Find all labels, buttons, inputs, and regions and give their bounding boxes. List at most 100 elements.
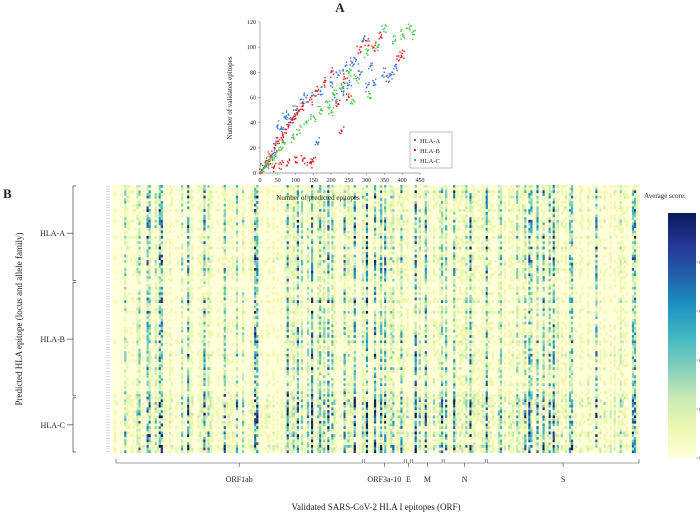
heatmap-cell bbox=[254, 198, 257, 202]
heatmap-cell bbox=[406, 278, 409, 282]
heatmap-cell bbox=[516, 246, 519, 250]
heatmap-cell bbox=[570, 268, 574, 271]
heatmap-cell bbox=[633, 286, 637, 290]
heatmap-cell bbox=[333, 198, 336, 202]
heatmap-cell bbox=[432, 235, 436, 239]
heatmap-cell bbox=[286, 235, 289, 239]
heatmap-cell bbox=[595, 260, 598, 263]
heatmap-cell bbox=[365, 203, 369, 207]
heatmap-cell bbox=[455, 235, 458, 239]
heatmap-cell bbox=[148, 238, 151, 242]
heatmap-cell bbox=[499, 276, 503, 279]
heatmap-cell bbox=[156, 195, 159, 199]
heatmap-cell bbox=[378, 257, 381, 261]
heatmap-cell bbox=[252, 222, 255, 226]
heatmap-cell bbox=[402, 206, 405, 210]
heatmap-cell bbox=[126, 260, 129, 263]
heatmap-cell bbox=[130, 219, 133, 223]
heatmap-cell bbox=[371, 276, 375, 279]
heatmap-cell bbox=[579, 222, 582, 226]
heatmap-cell bbox=[114, 209, 117, 212]
heatmap-cell bbox=[392, 201, 395, 204]
data-point bbox=[282, 146, 284, 149]
heatmap-cell bbox=[225, 297, 228, 301]
data-point bbox=[291, 122, 294, 124]
heatmap-cell bbox=[256, 230, 259, 234]
heatmap-cell bbox=[619, 195, 622, 199]
heatmap-cell bbox=[503, 225, 507, 228]
heatmap-cell bbox=[126, 300, 129, 304]
heatmap-cell bbox=[579, 262, 582, 266]
heatmap-cell bbox=[306, 198, 310, 202]
heatmap-cell bbox=[124, 225, 127, 228]
heatmap-cell bbox=[158, 222, 161, 226]
heatmap-cell bbox=[552, 278, 555, 282]
heatmap-cell bbox=[300, 278, 304, 282]
heatmap-cell bbox=[396, 201, 399, 204]
heatmap-cell bbox=[528, 235, 531, 239]
heatmap-cell bbox=[331, 190, 334, 194]
heatmap-cell bbox=[154, 252, 157, 255]
heatmap-cell bbox=[570, 225, 574, 228]
heatmap-cell bbox=[503, 276, 507, 279]
heatmap-cell bbox=[371, 235, 375, 239]
heatmap-cell bbox=[457, 246, 460, 250]
heatmap-cell bbox=[300, 294, 304, 298]
heatmap-cell bbox=[321, 276, 324, 279]
heatmap-cell bbox=[390, 249, 393, 253]
heatmap-cell bbox=[160, 265, 163, 269]
heatmap-cell bbox=[203, 214, 206, 218]
heatmap-cell bbox=[542, 185, 545, 188]
heatmap-cell bbox=[154, 262, 157, 266]
heatmap-cell bbox=[536, 297, 539, 301]
data-point bbox=[277, 137, 279, 139]
heatmap-cell bbox=[296, 278, 300, 282]
heatmap-cell bbox=[587, 243, 590, 247]
data-point bbox=[352, 64, 355, 66]
heatmap-cell bbox=[457, 241, 460, 245]
heatmap-cell bbox=[475, 193, 478, 196]
heatmap-cell bbox=[548, 273, 551, 277]
heatmap-cell bbox=[465, 217, 468, 220]
heatmap-cell bbox=[327, 190, 330, 194]
heatmap-cell bbox=[189, 222, 192, 226]
heatmap-cell bbox=[191, 203, 194, 207]
heatmap-cell bbox=[400, 241, 403, 245]
heatmap-cell bbox=[445, 270, 448, 274]
heatmap-cell bbox=[564, 217, 568, 220]
heatmap-cell bbox=[339, 222, 342, 226]
heatmap-cell bbox=[426, 292, 429, 295]
heatmap-cell bbox=[331, 193, 334, 196]
heatmap-cell bbox=[404, 273, 407, 277]
heatmap-cell bbox=[168, 238, 172, 242]
heatmap-cell bbox=[319, 214, 322, 218]
heatmap-cell bbox=[445, 292, 448, 295]
heatmap-cell bbox=[361, 252, 365, 255]
heatmap-cell bbox=[345, 230, 348, 234]
heatmap-cell bbox=[187, 265, 190, 269]
data-point bbox=[280, 163, 283, 165]
heatmap-cell bbox=[241, 195, 245, 199]
heatmap-cell bbox=[124, 241, 127, 245]
heatmap-cell bbox=[187, 281, 190, 285]
heatmap-cell bbox=[465, 222, 468, 226]
heatmap-cell bbox=[459, 209, 462, 212]
heatmap-cell bbox=[471, 198, 474, 202]
heatmap-cell bbox=[422, 260, 425, 263]
heatmap-cell bbox=[621, 276, 624, 279]
heatmap-cell bbox=[156, 292, 159, 295]
heatmap-cell bbox=[380, 246, 383, 250]
heatmap-cell bbox=[343, 265, 346, 269]
heatmap-cell bbox=[471, 278, 474, 282]
heatmap-cell bbox=[217, 222, 220, 226]
heatmap-cell bbox=[481, 273, 484, 277]
heatmap-cell bbox=[221, 276, 224, 279]
heatmap-cell bbox=[524, 260, 527, 263]
heatmap-cell bbox=[552, 193, 555, 196]
heatmap-cell bbox=[361, 206, 365, 210]
heatmap-cell bbox=[256, 225, 259, 228]
heatmap-cell bbox=[223, 193, 226, 196]
heatmap-cell bbox=[323, 278, 326, 282]
heatmap-cell bbox=[520, 193, 523, 196]
heatmap-cell bbox=[292, 270, 295, 274]
